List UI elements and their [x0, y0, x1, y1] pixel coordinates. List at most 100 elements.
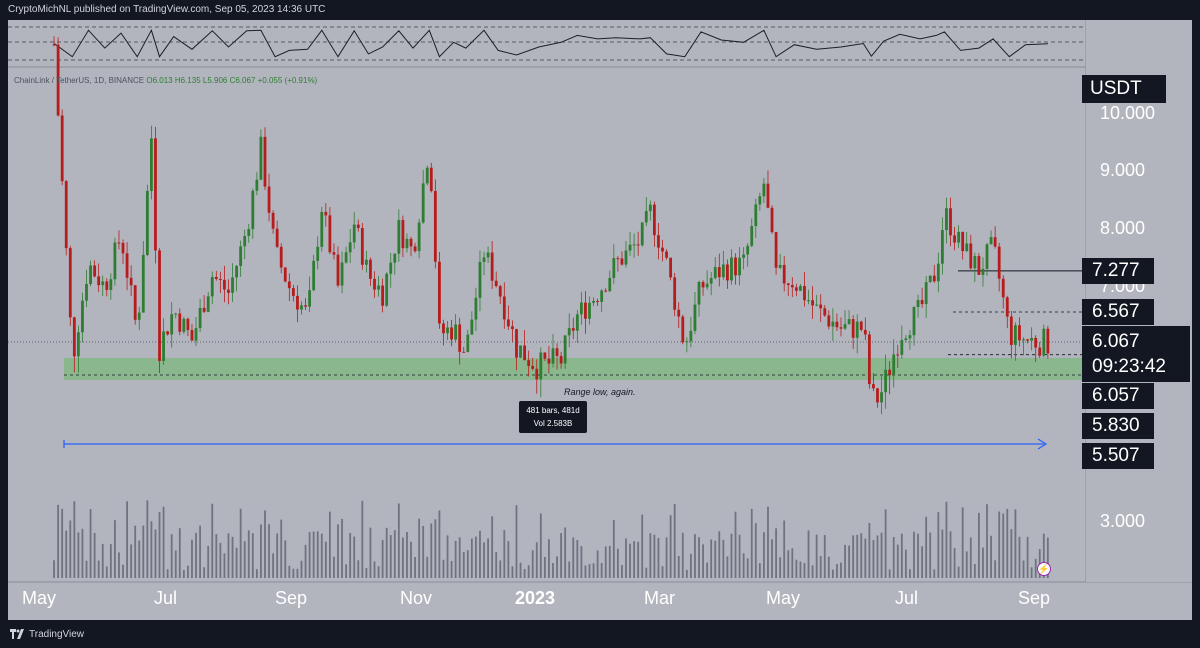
candle-body: [174, 313, 178, 315]
volume-bar: [288, 565, 291, 578]
candle-body: [596, 301, 600, 303]
volume-bar: [284, 540, 287, 578]
volume-bar: [77, 532, 80, 578]
volume-bar: [856, 534, 859, 578]
volume-bar: [154, 529, 157, 578]
candle-body: [1009, 316, 1013, 345]
candle-body: [721, 264, 725, 278]
candle-body: [296, 295, 299, 310]
candle-body: [579, 302, 583, 315]
volume-bar: [434, 519, 437, 578]
candle-body: [263, 136, 267, 187]
volume-bar: [543, 556, 546, 578]
candle-body: [316, 246, 320, 261]
time-axis-label: Jul: [895, 588, 919, 608]
volume-bar: [1022, 560, 1025, 578]
volume-bar: [535, 542, 538, 578]
volume-bar: [316, 531, 319, 578]
volume-bar: [479, 530, 481, 578]
measure-bars: 481 bars, 481d: [526, 406, 580, 415]
candle-body: [401, 220, 405, 249]
volume-bar: [852, 535, 855, 578]
candle-body: [997, 246, 1001, 279]
candle-body: [93, 265, 97, 277]
time-axis-label: Sep: [1018, 588, 1051, 608]
candle-body: [588, 302, 591, 319]
candle-body: [101, 281, 105, 286]
volume-bar: [548, 539, 550, 578]
candle-body: [397, 220, 401, 254]
chart-area[interactable]: [8, 20, 1192, 620]
volume-bar: [815, 534, 818, 578]
volume-bar: [998, 511, 1001, 578]
candle-body: [624, 250, 628, 265]
candle-body: [425, 167, 429, 184]
candle-body: [555, 348, 559, 356]
volume-bar: [57, 504, 60, 578]
volume-bar: [195, 532, 197, 578]
volume-bar: [418, 518, 421, 578]
candle-body: [393, 253, 397, 263]
volume-bar: [511, 566, 514, 578]
candle-body: [308, 290, 312, 307]
volume-bar: [872, 539, 875, 578]
candle-body: [681, 316, 685, 343]
volume-bar: [215, 534, 218, 578]
volume-bar: [677, 555, 680, 578]
volume-bar: [260, 524, 262, 578]
candle-body: [575, 314, 579, 331]
candle-body: [369, 259, 372, 279]
volume-bar: [377, 566, 380, 578]
candle-body: [340, 262, 344, 286]
volume-bar: [637, 541, 640, 578]
candle-body: [612, 258, 616, 278]
candle-body: [839, 327, 843, 329]
candle-body: [981, 268, 985, 275]
volume-bar: [1002, 513, 1005, 578]
candle-body: [734, 257, 737, 276]
volume-bar: [191, 539, 193, 578]
candle-body: [458, 324, 462, 352]
candle-body: [255, 179, 259, 191]
candle-body: [389, 262, 393, 274]
candle-body: [1022, 339, 1025, 341]
volume-bar: [65, 530, 68, 578]
volume-bar: [909, 569, 911, 578]
volume-bar: [831, 569, 834, 578]
candle-body: [324, 211, 328, 216]
volume-bar: [917, 533, 919, 578]
candle-body: [697, 281, 701, 305]
volume-bar: [341, 518, 343, 578]
candle-body: [563, 335, 567, 364]
volume-bar: [625, 538, 627, 578]
time-axis-label: Mar: [644, 588, 675, 608]
lightning-icon[interactable]: ⚡: [1037, 562, 1051, 576]
volume-bar: [430, 523, 433, 578]
volume-bar: [276, 533, 279, 578]
currency-badge[interactable]: USDT: [1082, 75, 1166, 103]
volume-bar: [1042, 533, 1045, 578]
volume-bar: [921, 546, 924, 578]
candle-body: [68, 248, 72, 318]
price-tag-support: 6.057: [1082, 383, 1154, 409]
volume-bar: [85, 560, 88, 578]
volume-bar: [552, 562, 554, 578]
candle-countdown: 09:23:42: [1092, 356, 1166, 377]
volume-bar: [483, 542, 485, 578]
candle-body: [145, 190, 149, 255]
volume-bar: [438, 510, 441, 578]
close-value: C6.067: [229, 76, 256, 85]
candle-body: [827, 315, 831, 327]
candle-body: [1001, 278, 1005, 298]
volume-bar: [1026, 536, 1029, 578]
volume-bar: [454, 540, 457, 578]
candle-body: [977, 256, 981, 275]
range-low-annotation[interactable]: Range low, again.: [564, 387, 636, 397]
volume-bar: [515, 505, 518, 578]
volume-bar: [698, 537, 700, 578]
chart-canvas[interactable]: [8, 20, 1192, 620]
volume-bar: [945, 501, 948, 578]
candle-body: [182, 318, 186, 332]
volume-bar: [373, 561, 376, 578]
candle-body: [490, 252, 494, 281]
